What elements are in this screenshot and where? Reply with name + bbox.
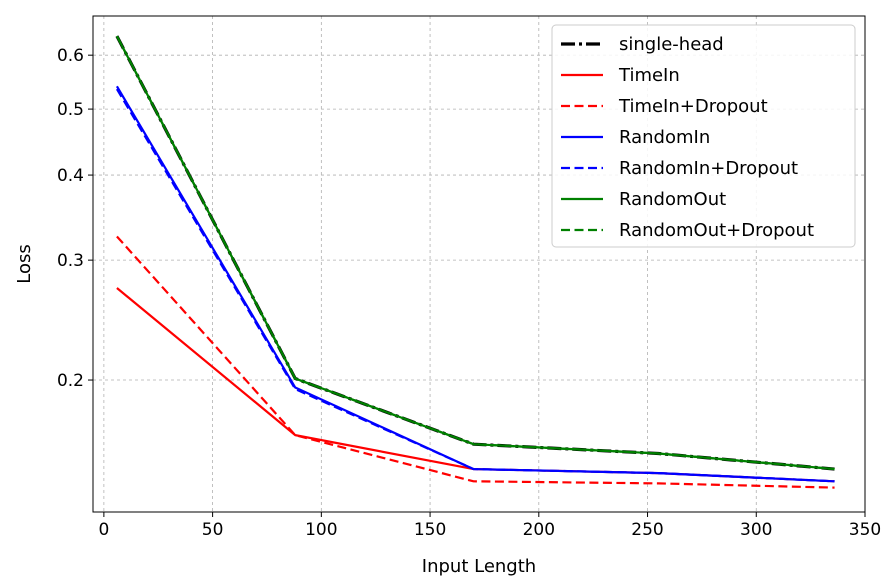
x-tick-label: 100 bbox=[305, 520, 337, 540]
legend-label: single-head bbox=[619, 34, 724, 55]
y-tick-label: 0.5 bbox=[57, 100, 84, 120]
y-axis-ticks: 0.2 0.3 0.4 0.5 0.6 bbox=[57, 46, 93, 391]
y-axis-label: Loss bbox=[14, 244, 35, 283]
series-lines bbox=[115, 35, 835, 489]
legend-label: TimeIn bbox=[618, 65, 680, 86]
legend-label: TimeIn+Dropout bbox=[618, 96, 768, 117]
plot-frame bbox=[92, 15, 866, 513]
legend-label: RandomIn bbox=[619, 127, 710, 148]
y-tick-label: 0.4 bbox=[57, 166, 84, 186]
x-tick-label: 350 bbox=[849, 520, 881, 540]
x-axis-label: Input Length bbox=[422, 556, 536, 577]
x-axis-ticks: 0 50 100 150 200 250 300 350 bbox=[98, 512, 881, 540]
series-line-randomin-plus-dropout bbox=[115, 88, 835, 483]
series-line-timein-plus-dropout bbox=[116, 235, 835, 489]
y-tick-label: 0.2 bbox=[57, 371, 84, 391]
legend-label: RandomOut+Dropout bbox=[619, 220, 814, 241]
x-tick-label: 300 bbox=[740, 520, 772, 540]
series-line-timein bbox=[116, 287, 835, 483]
y-tick-label: 0.6 bbox=[57, 46, 84, 66]
x-tick-label: 200 bbox=[523, 520, 555, 540]
x-tick-label: 0 bbox=[98, 520, 109, 540]
x-tick-label: 50 bbox=[202, 520, 224, 540]
legend: single-head TimeIn TimeIn+Dropout RandomIn R… bbox=[551, 24, 856, 248]
x-tick-label: 150 bbox=[414, 520, 446, 540]
legend-label: RandomIn+Dropout bbox=[619, 158, 798, 179]
legend-label: RandomOut bbox=[619, 189, 726, 210]
y-tick-label: 0.3 bbox=[57, 251, 84, 271]
x-tick-label: 250 bbox=[631, 520, 663, 540]
legend-box bbox=[551, 24, 856, 248]
series-line-randomout-plus-dropout bbox=[115, 35, 835, 471]
